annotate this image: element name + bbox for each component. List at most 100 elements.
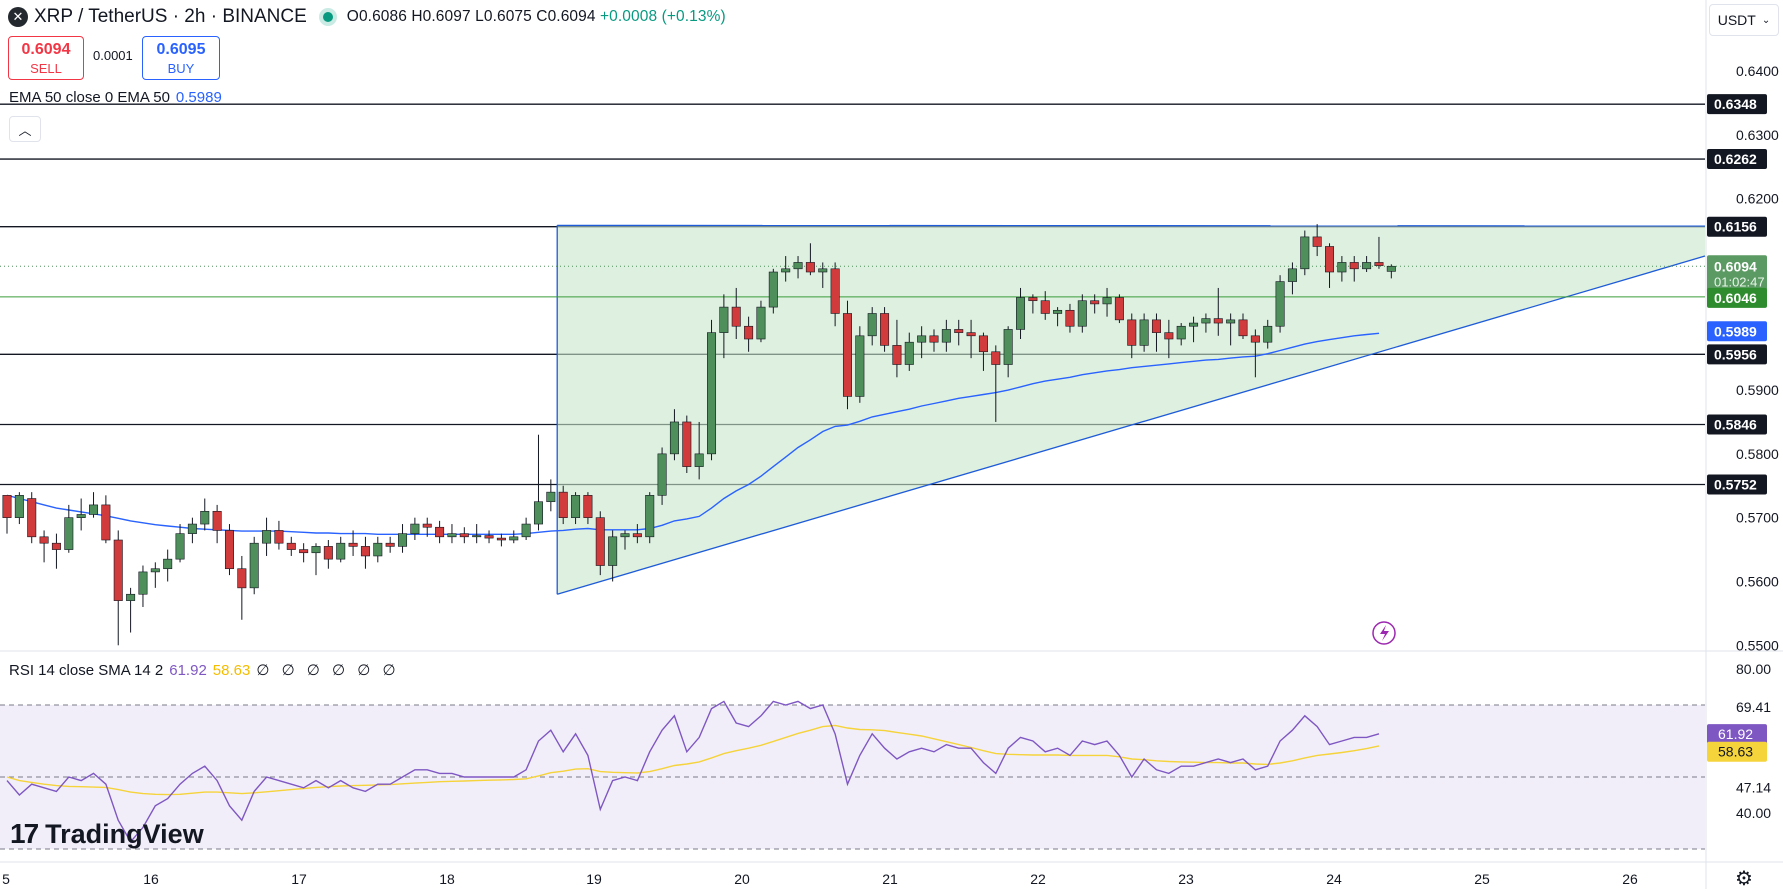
candle[interactable]	[484, 530, 494, 544]
candle[interactable]	[360, 536, 370, 569]
candle[interactable]	[669, 409, 679, 461]
candle[interactable]	[101, 495, 111, 544]
candle[interactable]	[1028, 294, 1038, 314]
candle[interactable]	[1312, 224, 1322, 257]
candle[interactable]	[1114, 294, 1124, 324]
candle[interactable]	[1337, 256, 1347, 282]
candle[interactable]	[682, 415, 692, 474]
candle[interactable]	[472, 524, 482, 544]
candle[interactable]	[818, 262, 828, 288]
candle[interactable]	[744, 316, 754, 352]
candle[interactable]	[904, 332, 914, 371]
tradingview-logo[interactable]: 17 TradingView	[10, 818, 204, 850]
candle[interactable]	[620, 530, 630, 550]
candle[interactable]	[1263, 319, 1273, 349]
candle[interactable]	[1275, 275, 1285, 333]
candle[interactable]	[126, 587, 136, 633]
candle[interactable]	[76, 498, 86, 531]
candle[interactable]	[842, 300, 852, 410]
candle[interactable]	[1325, 243, 1335, 288]
candle[interactable]	[1016, 287, 1026, 340]
candle[interactable]	[966, 319, 976, 359]
candle[interactable]	[237, 555, 247, 620]
candle[interactable]	[1349, 256, 1359, 282]
candle[interactable]	[1003, 326, 1013, 378]
candle[interactable]	[608, 530, 618, 582]
candle[interactable]	[200, 498, 210, 531]
candle[interactable]	[558, 485, 568, 525]
market-status-icon[interactable]	[322, 12, 333, 22]
candle[interactable]	[1176, 323, 1186, 346]
candle[interactable]	[138, 565, 148, 608]
candle[interactable]	[793, 256, 803, 279]
candle[interactable]	[707, 319, 717, 461]
candle[interactable]	[249, 536, 259, 595]
candle[interactable]	[571, 492, 581, 525]
candle[interactable]	[1040, 291, 1050, 320]
candle[interactable]	[224, 524, 234, 576]
candle[interactable]	[1362, 256, 1372, 273]
candle[interactable]	[941, 319, 951, 352]
candle[interactable]	[1386, 264, 1396, 279]
candle[interactable]	[1238, 313, 1248, 340]
candle[interactable]	[175, 524, 185, 563]
candle[interactable]	[262, 517, 272, 556]
lightning-event-icon[interactable]	[1372, 621, 1396, 645]
collapse-legend-button[interactable]: ︿	[9, 116, 41, 142]
candle[interactable]	[398, 524, 408, 553]
candle[interactable]	[150, 562, 160, 588]
candle[interactable]	[657, 447, 667, 505]
candle[interactable]	[855, 326, 865, 403]
candle[interactable]	[348, 530, 358, 556]
candle[interactable]	[805, 243, 815, 276]
candle[interactable]	[1127, 313, 1137, 359]
candle[interactable]	[1053, 307, 1063, 327]
candle[interactable]	[731, 287, 741, 340]
candle[interactable]	[496, 533, 506, 547]
candle[interactable]	[1213, 287, 1223, 336]
candle[interactable]	[719, 294, 729, 359]
candle[interactable]	[1090, 294, 1100, 314]
candle[interactable]	[546, 479, 556, 512]
symbol-title[interactable]: XRP / TetherUS · 2h · BINANCE	[34, 6, 307, 27]
candle[interactable]	[1250, 329, 1260, 378]
candle[interactable]	[113, 530, 123, 646]
candle[interactable]	[410, 517, 420, 541]
candle[interactable]	[163, 549, 173, 582]
candle[interactable]	[311, 543, 321, 576]
ema-legend[interactable]: EMA 50 close 0 EMA 50 0.5989	[9, 89, 222, 106]
candle[interactable]	[1164, 319, 1174, 359]
candle[interactable]	[274, 520, 284, 550]
candle[interactable]	[1189, 316, 1199, 343]
candle[interactable]	[39, 530, 49, 563]
candle[interactable]	[533, 434, 543, 531]
candle[interactable]	[422, 517, 432, 537]
candle[interactable]	[768, 268, 778, 314]
candle[interactable]	[27, 492, 37, 544]
candle[interactable]	[435, 520, 445, 544]
sell-button[interactable]: 0.6094 SELL	[8, 36, 84, 80]
candle[interactable]	[509, 530, 519, 544]
candle[interactable]	[323, 540, 333, 569]
candle[interactable]	[1201, 313, 1211, 333]
candle[interactable]	[781, 256, 791, 282]
candle[interactable]	[756, 300, 766, 343]
candle[interactable]	[954, 319, 964, 346]
candle[interactable]	[212, 504, 222, 544]
buy-button[interactable]: 0.6095 BUY	[142, 36, 220, 80]
candle[interactable]	[632, 524, 642, 544]
candle[interactable]	[1102, 287, 1112, 317]
candle[interactable]	[645, 492, 655, 544]
candle[interactable]	[459, 527, 469, 544]
candle[interactable]	[929, 329, 939, 352]
candle[interactable]	[521, 517, 531, 541]
candle[interactable]	[1065, 303, 1075, 333]
candle[interactable]	[373, 536, 383, 563]
candle[interactable]	[583, 492, 593, 525]
candle[interactable]	[1287, 262, 1297, 295]
candle[interactable]	[447, 524, 457, 544]
candle[interactable]	[89, 492, 99, 518]
candle[interactable]	[595, 511, 605, 576]
candle[interactable]	[1151, 313, 1161, 352]
